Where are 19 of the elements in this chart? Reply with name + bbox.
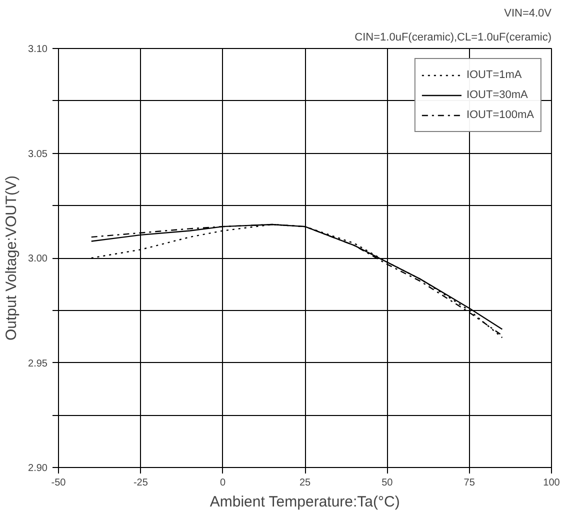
x-tick-label: -25 bbox=[133, 478, 148, 488]
x-axis-title: Ambient Temperature:Ta(°C) bbox=[210, 494, 400, 510]
y-tick-label: 2.90 bbox=[28, 463, 48, 474]
legend-label: IOUT=30mA bbox=[466, 89, 528, 101]
x-tick-label: 0 bbox=[220, 478, 226, 488]
x-tick-label: 25 bbox=[299, 478, 311, 488]
y-tick-label: 3.05 bbox=[28, 148, 48, 160]
text: CIN=1.0uF(ceramic),CL=1.0uF(ceramic) bbox=[354, 32, 552, 44]
y-tick-label: 3.10 bbox=[28, 44, 48, 55]
x-tick-label: 100 bbox=[543, 478, 560, 488]
legend-label: IOUT=100mA bbox=[466, 109, 534, 121]
legend-label: IOUT=1mA bbox=[466, 69, 522, 81]
text: VIN=4.0V bbox=[504, 8, 552, 20]
x-tick-label: 75 bbox=[464, 478, 476, 488]
y-axis-title: Output Voltage:VOUT(V) bbox=[3, 175, 20, 341]
y-tick-label: 3.00 bbox=[28, 254, 48, 264]
y-tick-label: 2.95 bbox=[28, 358, 48, 370]
x-tick-label: -50 bbox=[51, 478, 66, 488]
x-tick-label: 50 bbox=[382, 478, 394, 488]
